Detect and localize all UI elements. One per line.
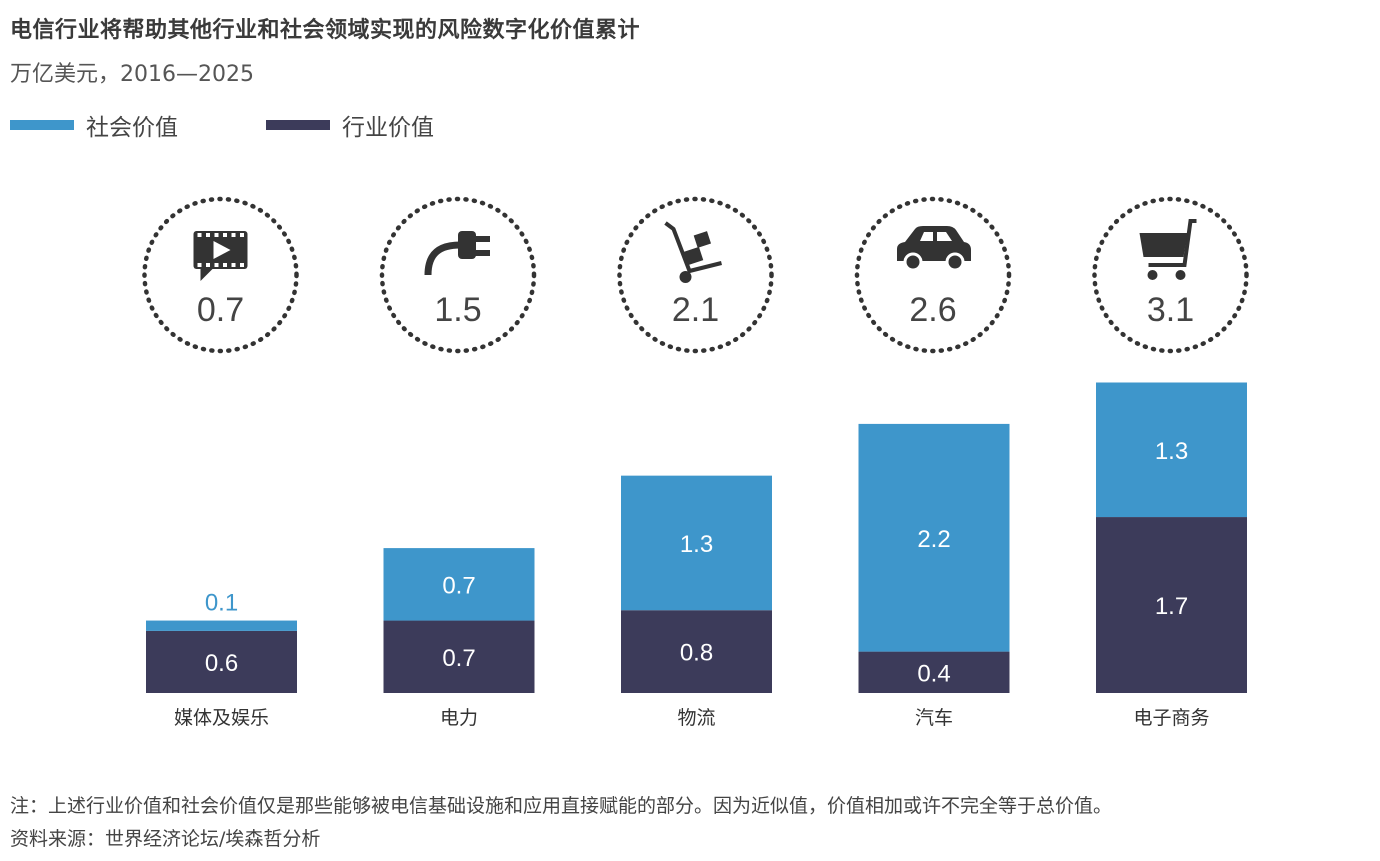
bar-social-value <box>621 475 772 611</box>
data-label-industry: 0.8 <box>680 640 713 667</box>
data-label-industry: 0.4 <box>917 660 950 687</box>
dotted-circle <box>854 196 1012 354</box>
bar-industry-value <box>146 630 297 693</box>
data-label-social: 1.3 <box>680 531 713 558</box>
chart-subtitle: 万亿美元，2016—2025 <box>10 62 254 87</box>
legend-item-industry: 行业价值 <box>266 108 434 142</box>
video-icon <box>193 231 248 281</box>
data-label-social: 0.7 <box>442 572 475 599</box>
bar-social-value <box>858 423 1010 652</box>
legend-swatch-industry <box>266 120 330 130</box>
total-value-label: 2.1 <box>672 291 719 329</box>
chart-title: 电信行业将帮助其他行业和社会领域实现的风险数字化价值累计 <box>10 18 641 43</box>
category-label: 电力 <box>440 707 478 729</box>
legend-label-industry: 行业价值 <box>342 115 434 141</box>
legend-swatch-social <box>10 120 74 130</box>
bar-group: 0.7 0.7 电力 1.5 <box>379 196 537 729</box>
bar-social-value <box>146 620 297 631</box>
car-icon <box>897 226 971 272</box>
bar-group: 1.7 1.3 电子商务 3.1 <box>1092 196 1249 729</box>
data-label-industry: 0.7 <box>442 645 475 672</box>
legend-label-social: 社会价值 <box>86 115 178 141</box>
footnotes: 注：上述行业价值和社会价值仅是那些能够被电信基础设施和应用直接赋能的部分。因为近… <box>10 790 1112 856</box>
legend-item-social: 社会价值 <box>10 108 178 142</box>
bar-industry-value <box>858 651 1010 693</box>
bar-group: 0.4 2.2 汽车 2.6 <box>854 196 1012 729</box>
category-label: 媒体及娱乐 <box>174 707 269 729</box>
source-text: 资料来源：世界经济论坛/埃森哲分析 <box>10 828 321 850</box>
total-value-label: 3.1 <box>1147 291 1194 329</box>
shopping-cart-icon <box>1139 219 1197 280</box>
data-label-social: 2.2 <box>917 526 950 553</box>
note-text: 注：上述行业价值和社会价值仅是那些能够被电信基础设施和应用直接赋能的部分。因为近… <box>10 795 1113 817</box>
bar-social-value <box>1096 382 1247 518</box>
total-value-label: 0.7 <box>197 291 244 329</box>
hand-truck-icon <box>664 221 722 283</box>
dotted-circle <box>379 196 537 354</box>
category-label: 汽车 <box>915 707 953 729</box>
plug-icon <box>424 231 490 276</box>
data-label-industry: 0.6 <box>205 650 238 677</box>
total-value-label: 2.6 <box>909 291 956 329</box>
data-label-social: 0.1 <box>205 590 238 617</box>
bar-industry-value <box>1096 517 1247 693</box>
total-value-label: 1.5 <box>434 291 481 329</box>
dotted-circle <box>142 196 299 354</box>
bar-social-value <box>383 548 535 621</box>
dotted-circle <box>1092 196 1249 354</box>
bar-industry-value <box>621 610 772 693</box>
data-label-social: 1.3 <box>1155 438 1188 465</box>
stacked-bar-chart: 0.6 0.1 媒体及娱乐 0.7 0.7 0.7 电力 1.5 0.8 1.3 物流 2.1 0.4 2… <box>142 196 1249 729</box>
bar-group: 0.8 1.3 物流 2.1 <box>617 196 774 729</box>
data-label-industry: 1.7 <box>1155 593 1188 620</box>
category-label: 物流 <box>677 707 715 729</box>
bar-industry-value <box>383 620 535 693</box>
legend: 社会价值 行业价值 <box>10 108 522 142</box>
bar-group: 0.6 0.1 媒体及娱乐 0.7 <box>142 196 299 729</box>
category-label: 电子商务 <box>1133 707 1209 729</box>
dotted-circle <box>617 196 774 354</box>
